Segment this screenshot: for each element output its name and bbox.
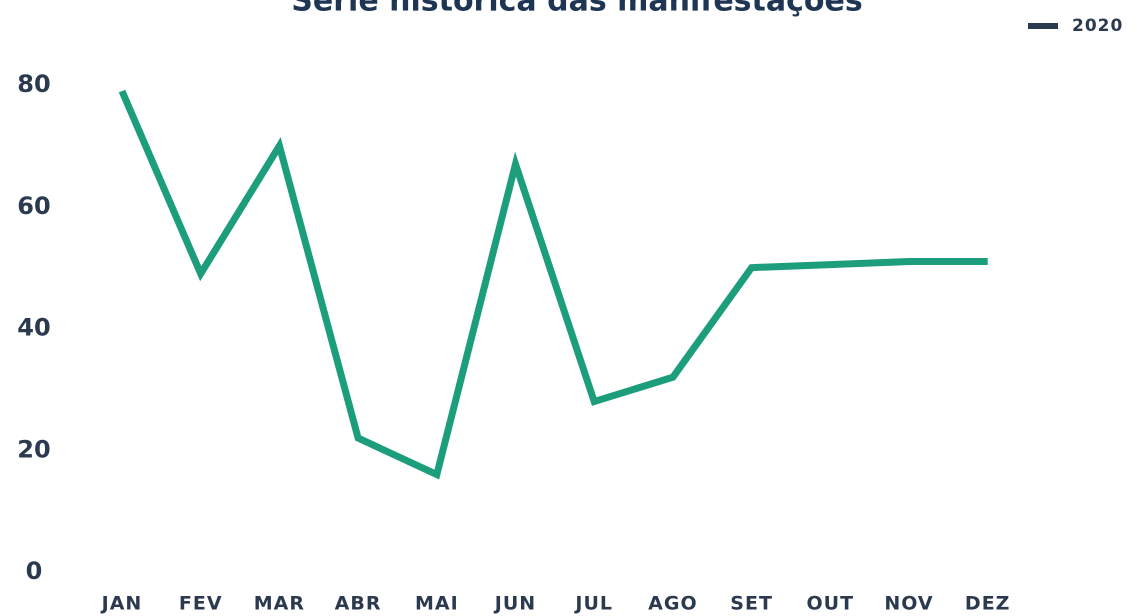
y-tick-label: 40 (17, 314, 50, 342)
x-tick-label: SET (730, 593, 773, 615)
x-tick-label: MAR (254, 593, 305, 615)
data-line (118, 89, 988, 480)
legend-swatch (1028, 23, 1058, 29)
x-tick-label: MAI (415, 593, 459, 615)
x-tick-label: OUT (807, 593, 855, 615)
x-tick-label: JAN (100, 593, 143, 615)
x-tick-label: ABR (335, 593, 382, 615)
y-tick-label: 20 (17, 435, 50, 463)
legend-label: 2020 (1072, 16, 1123, 36)
x-tick-label: FEV (179, 593, 223, 615)
y-tick-label: 0 (26, 557, 43, 585)
x-tick-label: AGO (648, 593, 697, 615)
x-tick-label: JUL (573, 593, 613, 615)
x-tick-label: DEZ (965, 593, 1011, 615)
x-tick-label: JUN (493, 593, 536, 615)
y-tick-label: 80 (17, 70, 50, 98)
x-tick-label: NOV (884, 593, 933, 615)
y-tick-label: 60 (17, 192, 50, 220)
chart-title: Série histórica das manifestações (291, 0, 862, 19)
